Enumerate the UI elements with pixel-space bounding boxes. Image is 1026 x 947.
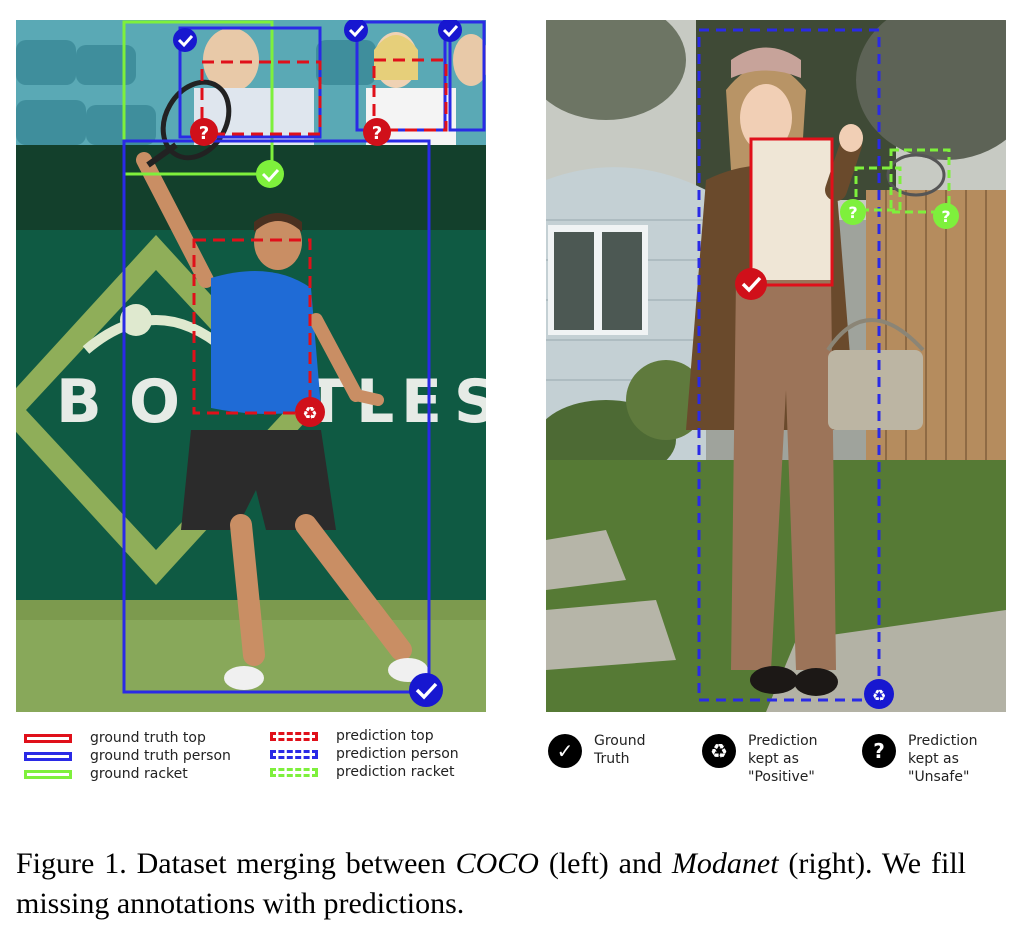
legend-label: prediction person xyxy=(336,746,459,762)
question-icon: ? xyxy=(933,203,959,229)
svg-text:♻: ♻ xyxy=(302,404,317,424)
legend-label: prediction top xyxy=(336,728,434,744)
legend-label: ground truth top xyxy=(90,730,206,746)
question-icon: ? xyxy=(840,199,866,225)
svg-text:?: ? xyxy=(199,123,209,144)
legend-label: Prediction kept as "Positive" xyxy=(748,733,818,785)
check-icon xyxy=(344,20,368,42)
legend-positive: ♻ Prediction kept as "Positive" xyxy=(702,733,852,790)
svg-text:?: ? xyxy=(941,207,950,226)
pred-racket-box xyxy=(889,148,951,214)
check-icon xyxy=(438,20,462,42)
pred-top-box-spectator xyxy=(200,60,322,136)
svg-text:?: ? xyxy=(372,123,382,144)
recycle-icon: ♻ xyxy=(864,679,894,709)
legend-label: Ground Truth xyxy=(594,733,646,767)
wall xyxy=(16,145,486,240)
check-icon xyxy=(173,28,197,52)
coco-image-panel: B O T L E S xyxy=(16,20,486,712)
gt-top-box xyxy=(749,137,834,287)
banner-letter: O xyxy=(129,367,180,437)
pred-person-box xyxy=(697,28,881,702)
check-icon xyxy=(256,160,284,188)
banner-letter: S xyxy=(454,367,486,437)
pred-top-box-player xyxy=(192,238,312,415)
gt-racket-box xyxy=(122,20,274,176)
caption-text: (right). We fill missing annotations wit… xyxy=(16,847,967,920)
legend-gt-person: ground truth person xyxy=(24,748,254,768)
marker-legend: ✓ Ground Truth ♻ Prediction kept as "Pos… xyxy=(548,730,1008,790)
recycle-icon: ♻ xyxy=(295,397,325,427)
question-icon: ? xyxy=(363,118,391,146)
legend-pred-person: prediction person xyxy=(270,746,490,766)
modanet-image-panel: ? ? ♻ xyxy=(546,20,1006,712)
tennis-player xyxy=(136,79,428,690)
swatch-red-solid xyxy=(24,734,72,743)
swatch-red-dashed xyxy=(270,732,318,741)
recycle-icon: ♻ xyxy=(702,734,736,768)
legend-unsafe: ? Prediction kept as "Unsafe" xyxy=(862,733,1008,790)
banner-letter: B xyxy=(56,367,102,437)
svg-text:?: ? xyxy=(848,203,857,222)
pred-racket-box xyxy=(854,166,902,212)
coco-legend: ground truth top ground truth person gro… xyxy=(24,728,494,788)
legend-label: ground truth person xyxy=(90,748,231,764)
check-icon: ✓ xyxy=(548,734,582,768)
legend-pred-racket: prediction racket xyxy=(270,764,490,784)
check-icon xyxy=(735,268,767,300)
legend-pred-top: prediction top xyxy=(270,728,490,748)
modanet-woman-image: ? ? ♻ xyxy=(546,20,1006,712)
legend-label: prediction racket xyxy=(336,764,455,780)
legend-gt-top: ground truth top xyxy=(24,730,254,750)
banner-letter: E xyxy=(401,367,442,437)
swatch-blue-solid xyxy=(24,752,72,761)
check-icon xyxy=(409,673,443,707)
caption-text: Figure 1. Dataset merging between xyxy=(16,847,456,880)
woman xyxy=(686,47,925,696)
swatch-green-solid xyxy=(24,770,72,779)
legend-gt-racket: ground racket xyxy=(24,766,254,786)
figure-caption: Figure 1. Dataset merging between COCO (… xyxy=(16,844,966,924)
coco-annotations xyxy=(122,20,486,694)
legend-label: ground racket xyxy=(90,766,188,782)
caption-dataset-name: COCO xyxy=(455,847,539,880)
legend-label: Prediction kept as "Unsafe" xyxy=(908,733,978,785)
caption-dataset-name: Modanet xyxy=(671,847,779,880)
pred-top-box-spectator xyxy=(372,58,448,132)
modanet-annotations xyxy=(697,28,951,702)
svg-text:♻: ♻ xyxy=(872,686,886,705)
legend-ground-truth: ✓ Ground Truth xyxy=(548,733,688,790)
question-icon: ? xyxy=(190,118,218,146)
swatch-blue-dashed xyxy=(270,750,318,759)
question-icon: ? xyxy=(862,734,896,768)
gt-person-box-player xyxy=(122,139,431,694)
wooden-fence xyxy=(866,190,1006,480)
swatch-green-dashed xyxy=(270,768,318,777)
gt-person-box-spectator xyxy=(448,20,486,132)
caption-text: (left) and xyxy=(538,847,672,880)
coco-tennis-image: B O T L E S xyxy=(16,20,486,712)
